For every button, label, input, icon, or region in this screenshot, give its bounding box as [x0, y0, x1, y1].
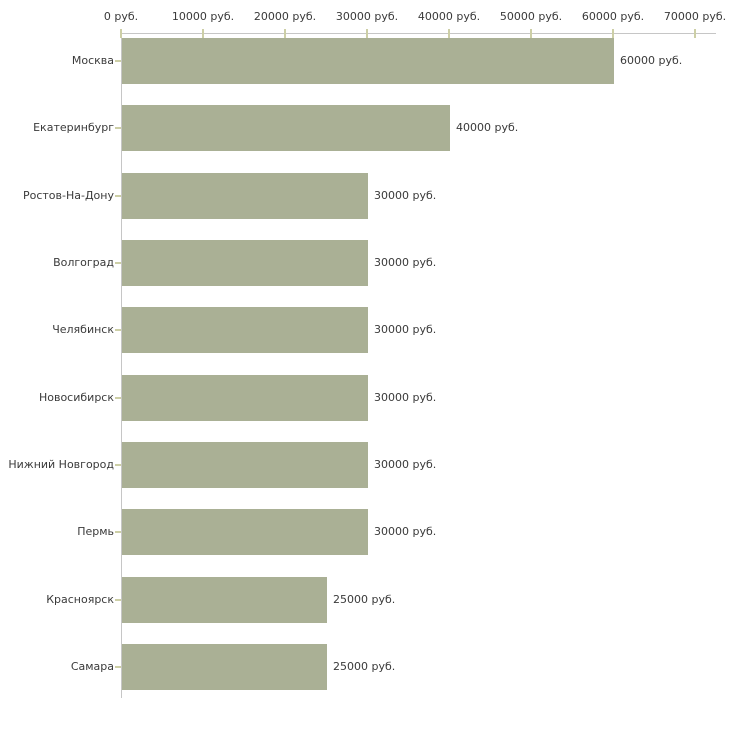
value-label: 30000 руб. [374, 525, 437, 538]
x-tick-mark [284, 29, 286, 38]
bar-5 [122, 307, 368, 353]
y-tick-mark [115, 60, 121, 62]
y-tick-mark [115, 397, 121, 399]
y-tick-mark [115, 262, 121, 264]
category-label: Челябинск [52, 323, 114, 336]
x-tick-label: 40000 руб. [417, 10, 481, 23]
value-label: 30000 руб. [374, 256, 437, 269]
value-label: 30000 руб. [374, 391, 437, 404]
x-tick-mark [612, 29, 614, 38]
value-label: 25000 руб. [333, 593, 396, 606]
y-tick-mark [115, 531, 121, 533]
category-label: Красноярск [46, 593, 114, 606]
value-label: 30000 руб. [374, 189, 437, 202]
y-tick-mark [115, 195, 121, 197]
y-tick-mark [115, 599, 121, 601]
category-label: Москва [71, 54, 114, 67]
x-tick-label: 20000 руб. [253, 10, 317, 23]
bar-6 [122, 375, 368, 421]
bar-7 [122, 442, 368, 488]
bar-2 [122, 105, 450, 151]
x-tick-mark [120, 29, 122, 38]
x-tick-label: 70000 руб. [663, 10, 727, 23]
x-tick-label: 10000 руб. [171, 10, 235, 23]
x-tick-label: 0 руб. [103, 10, 139, 23]
x-tick-label: 60000 руб. [581, 10, 645, 23]
category-label: Новосибирск [38, 391, 114, 404]
category-label: Нижний Новгород [8, 458, 114, 471]
bar-10 [122, 644, 327, 690]
y-tick-mark [115, 127, 121, 129]
category-label: Самара [70, 660, 114, 673]
x-tick-mark [530, 29, 532, 38]
x-tick-mark [448, 29, 450, 38]
value-label: 25000 руб. [333, 660, 396, 673]
x-tick-mark [202, 29, 204, 38]
x-tick-mark [366, 29, 368, 38]
bar-9 [122, 577, 327, 623]
x-tick-label: 50000 руб. [499, 10, 563, 23]
x-tick-label: 30000 руб. [335, 10, 399, 23]
y-tick-mark [115, 464, 121, 466]
y-tick-mark [115, 329, 121, 331]
value-label: 30000 руб. [374, 323, 437, 336]
bar-1 [122, 38, 614, 84]
category-label: Пермь [77, 525, 114, 538]
category-label: Екатеринбург [33, 121, 114, 134]
category-label: Волгоград [53, 256, 114, 269]
value-label: 40000 руб. [456, 121, 519, 134]
value-label: 30000 руб. [374, 458, 437, 471]
category-label: Ростов-На-Дону [22, 189, 114, 202]
bar-4 [122, 240, 368, 286]
y-tick-mark [115, 666, 121, 668]
bar-3 [122, 173, 368, 219]
bar-8 [122, 509, 368, 555]
x-tick-mark [694, 29, 696, 38]
value-label: 60000 руб. [620, 54, 683, 67]
x-axis-line [121, 33, 716, 34]
y-axis-line [121, 33, 122, 698]
